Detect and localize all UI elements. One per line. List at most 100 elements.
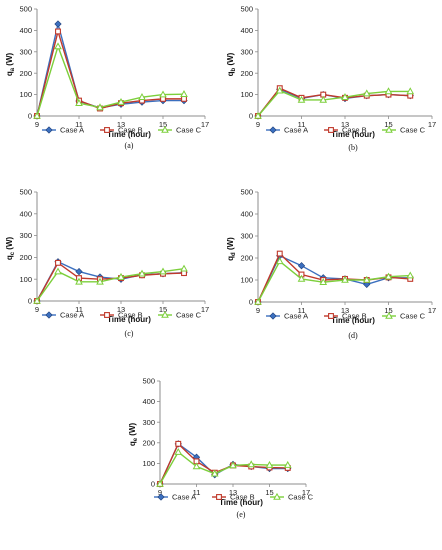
data-point-case-c bbox=[33, 111, 41, 119]
series-line-case-b bbox=[257, 87, 411, 117]
legend-item-case-a: Case A bbox=[154, 493, 196, 502]
data-point-case-c bbox=[180, 90, 188, 97]
legend-marker bbox=[157, 493, 165, 501]
data-point-case-c bbox=[384, 272, 393, 280]
y-tick-label: 0 bbox=[249, 112, 253, 121]
x-tick-label: 13 bbox=[341, 306, 349, 315]
legend-label: Case A bbox=[60, 311, 84, 320]
data-point-case-b bbox=[181, 95, 187, 102]
series-line-case-a bbox=[36, 260, 185, 302]
legend-label: Case B bbox=[230, 493, 255, 502]
legend-item-case-b: Case B bbox=[324, 126, 367, 135]
data-point-case-c bbox=[319, 278, 328, 285]
legend-marker bbox=[273, 492, 281, 500]
legend-label: Case C bbox=[400, 312, 426, 321]
legend-label: Case A bbox=[284, 312, 308, 321]
data-point-case-c bbox=[75, 99, 83, 106]
legend-item-case-c: Case C bbox=[158, 126, 202, 135]
data-point-case-c bbox=[265, 460, 274, 468]
data-point-case-c bbox=[117, 97, 125, 105]
data-point-case-c bbox=[247, 460, 256, 468]
legend-item-case-b: Case B bbox=[324, 312, 367, 321]
data-point-case-c bbox=[384, 87, 393, 95]
legend-item-case-b: Case B bbox=[212, 493, 255, 502]
data-point-case-c bbox=[341, 93, 349, 100]
series-line-case-b bbox=[36, 28, 184, 117]
y-tick-label: 500 bbox=[19, 188, 32, 197]
x-tick-label: 15 bbox=[265, 488, 273, 497]
data-point-case-c bbox=[229, 461, 237, 469]
data-point-case-c bbox=[174, 447, 183, 455]
legend-marker bbox=[216, 494, 222, 500]
legend-item-case-c: Case C bbox=[382, 312, 426, 321]
legend-marker bbox=[328, 127, 334, 133]
data-point-case-c bbox=[254, 111, 262, 119]
data-point-case-c bbox=[319, 95, 328, 103]
legend-item-case-a: Case A bbox=[266, 126, 308, 135]
legend-label: Case C bbox=[176, 311, 202, 320]
data-point-case-b bbox=[175, 440, 182, 447]
y-tick-label: 0 bbox=[151, 480, 155, 489]
x-tick-label: 11 bbox=[75, 120, 83, 129]
x-axis-label: Time (hour) bbox=[219, 498, 263, 507]
y-tick-label: 100 bbox=[142, 459, 155, 468]
y-tick-label: 200 bbox=[240, 69, 253, 78]
legend-item-case-b: Case B bbox=[100, 126, 143, 135]
legend-marker bbox=[269, 126, 277, 134]
panel-caption: (b) bbox=[348, 143, 358, 152]
data-point-case-c bbox=[406, 87, 415, 95]
legend-label: Case C bbox=[176, 126, 202, 135]
x-axis-label: Time (hour) bbox=[331, 130, 375, 139]
data-point-case-c bbox=[362, 275, 371, 283]
legend-label: Case A bbox=[172, 493, 196, 502]
data-point-case-c bbox=[33, 296, 41, 304]
panel-caption: (d) bbox=[348, 331, 358, 340]
x-tick-label: 9 bbox=[158, 488, 162, 497]
data-point-case-c bbox=[254, 297, 262, 305]
x-axis-label: Time (hour) bbox=[331, 316, 375, 325]
x-tick-label: 11 bbox=[298, 120, 306, 129]
series-line-case-c bbox=[36, 44, 185, 117]
legend-label: Case A bbox=[60, 126, 84, 135]
legend-label: Case B bbox=[342, 126, 367, 135]
legend-marker bbox=[104, 312, 110, 318]
y-tick-label: 100 bbox=[19, 90, 32, 99]
data-point-case-c bbox=[210, 469, 219, 477]
chart-panel-e: 0 100 200 300 400 500 9 11 13 15 17 Time (hour) qe (… bbox=[128, 377, 314, 519]
y-tick-label: 300 bbox=[19, 231, 32, 240]
data-point-case-c bbox=[159, 90, 167, 98]
data-point-case-b bbox=[276, 250, 283, 257]
y-axis-label: qd (W) bbox=[226, 237, 237, 261]
data-point-case-c bbox=[341, 275, 349, 283]
y-tick-label: 0 bbox=[249, 298, 253, 307]
legend-label: Case C bbox=[400, 126, 426, 135]
y-tick-label: 300 bbox=[240, 232, 253, 241]
data-point-case-c bbox=[283, 460, 292, 468]
data-point-case-c bbox=[96, 277, 104, 285]
y-axis-label: qb (W) bbox=[226, 52, 237, 76]
data-point-case-c bbox=[117, 272, 125, 280]
x-tick-label: 15 bbox=[384, 120, 392, 129]
data-point-case-c bbox=[362, 89, 371, 97]
legend-item-case-a: Case A bbox=[266, 312, 308, 321]
legend-item-case-b: Case B bbox=[100, 311, 143, 320]
data-point-case-c bbox=[138, 93, 146, 100]
data-point-case-a bbox=[54, 20, 62, 28]
legend-item-case-c: Case C bbox=[158, 311, 202, 320]
y-tick-label: 500 bbox=[19, 5, 32, 14]
series-line-case-c bbox=[257, 89, 411, 117]
y-axis-label: qe (W) bbox=[128, 423, 139, 447]
y-axis-label: qa (W) bbox=[5, 53, 16, 77]
data-point-case-a bbox=[297, 262, 306, 270]
chart-panel-a: 0 100 200 300 400 500 9 11 13 15 17 Time (hour) qa (… bbox=[5, 5, 209, 150]
y-tick-label: 200 bbox=[142, 438, 155, 447]
x-tick-label: 11 bbox=[75, 305, 83, 314]
x-axis-label: Time (hour) bbox=[107, 130, 151, 139]
legend-label: Case B bbox=[118, 311, 143, 320]
legend-marker bbox=[104, 127, 110, 133]
legend-marker bbox=[385, 311, 393, 319]
chart-panel-d: 0 100 200 300 400 500 9 11 13 15 17 Time (hour) qd (… bbox=[226, 188, 436, 340]
data-point-case-c bbox=[297, 95, 306, 103]
y-tick-label: 200 bbox=[240, 254, 253, 263]
x-tick-label: 11 bbox=[193, 488, 201, 497]
